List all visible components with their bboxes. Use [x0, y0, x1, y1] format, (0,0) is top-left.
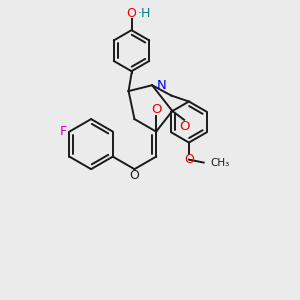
Text: N: N	[157, 79, 166, 92]
Text: ·H: ·H	[138, 7, 152, 20]
Text: O: O	[184, 153, 194, 166]
Text: O: O	[151, 103, 161, 116]
Text: F: F	[59, 125, 67, 138]
Text: O: O	[179, 120, 189, 133]
Text: O: O	[130, 169, 140, 182]
Text: O: O	[127, 7, 136, 20]
Text: CH₃: CH₃	[210, 158, 230, 168]
